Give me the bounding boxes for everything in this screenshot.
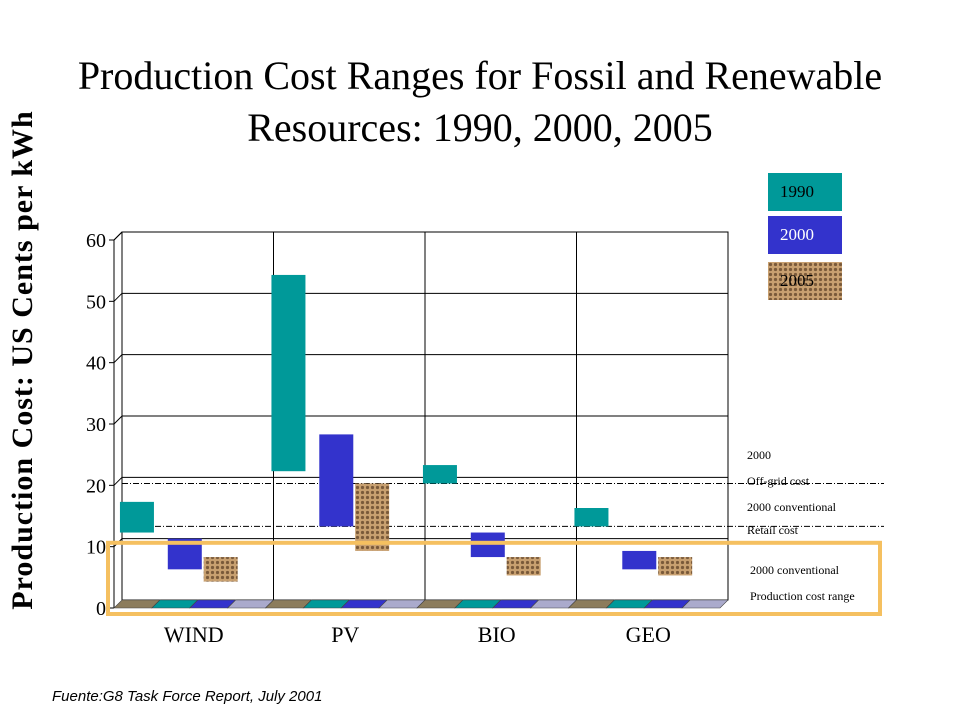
y-tick-label-20: 20	[86, 475, 106, 497]
bar-wind-2005	[203, 557, 238, 582]
gridline-60	[113, 231, 728, 241]
x-tick-label-pv: PV	[331, 622, 359, 647]
band-label-line1: 2000 conventional	[750, 563, 839, 577]
bar-bio-2000	[470, 532, 505, 558]
floor-segment-3-3	[681, 599, 729, 609]
retail-label-top: 2000 conventional	[747, 500, 836, 514]
y-tick-label-40: 40	[86, 353, 106, 375]
x-tick-label-geo: GEO	[626, 622, 671, 647]
legend-entry-2000: 2000	[768, 216, 842, 254]
highlight-band	[106, 540, 882, 616]
offgrid-label: Off-grid cost	[747, 474, 810, 488]
gridline-30	[113, 415, 728, 425]
band-label-line2: Production cost range	[750, 589, 855, 603]
chart-title-line1: Production Cost Ranges for Fossil and Re…	[77, 53, 883, 98]
bar-geo-1990	[574, 508, 609, 527]
gridline-50	[113, 292, 728, 302]
gridline-40	[113, 354, 728, 364]
bar-bio-2005	[506, 557, 541, 576]
gridline-20	[113, 476, 728, 486]
bar-wind-1990	[119, 501, 154, 533]
y-tick-label-60: 60	[86, 230, 106, 252]
y-tick-label-50: 50	[86, 291, 106, 313]
y-tick-label-0: 0	[96, 598, 106, 620]
bar-pv-1990	[271, 274, 306, 472]
source-note: Fuente:G8 Task Force Report, July 2001	[52, 688, 323, 705]
bar-geo-2005	[658, 557, 693, 576]
legend-entry-1990: 1990	[768, 173, 842, 211]
bar-bio-1990	[422, 465, 457, 484]
legend-entry-2005: 2005	[768, 262, 842, 300]
x-tick-label-wind: WIND	[164, 622, 224, 647]
offgrid-label-top: 2000	[747, 448, 771, 462]
y-tick-label-10: 10	[86, 537, 106, 559]
chart-title-line2: Resources: 1990, 2000, 2005	[247, 105, 713, 150]
y-tick-label-30: 30	[86, 414, 106, 436]
bar-pv-2005	[355, 483, 390, 551]
bar-pv-2000	[319, 434, 354, 527]
x-tick-label-bio: BIO	[478, 622, 516, 647]
bar-geo-2000	[622, 550, 657, 570]
